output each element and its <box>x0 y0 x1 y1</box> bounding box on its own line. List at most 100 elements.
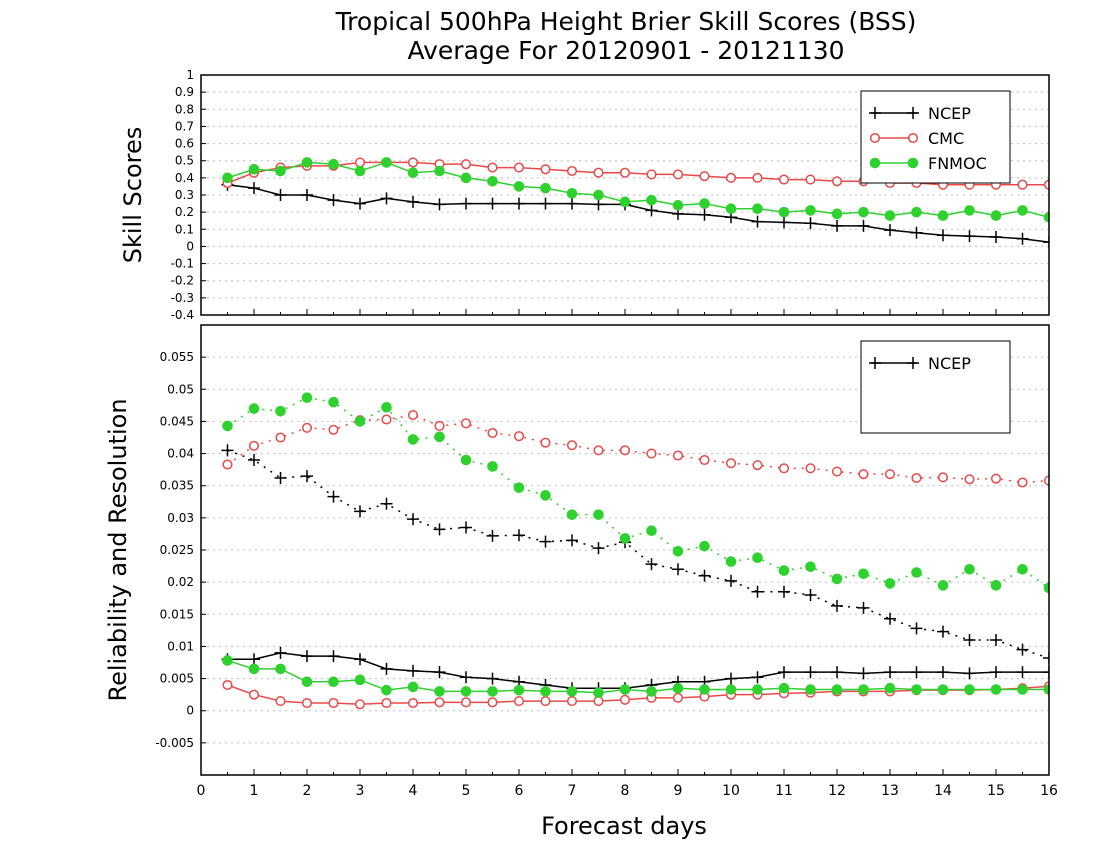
data-point-cmc <box>566 696 578 707</box>
data-point-cmc <box>540 437 551 448</box>
data-point-ncep <box>566 534 578 547</box>
data-point-fnmoc <box>593 189 604 201</box>
data-point-fnmoc <box>513 684 525 696</box>
x-tick-label: 11 <box>775 783 793 799</box>
data-point-cmc <box>275 696 286 707</box>
data-point-fnmoc <box>354 165 366 177</box>
data-point-cmc <box>593 167 604 178</box>
data-point-cmc <box>831 176 843 187</box>
data-point-fnmoc <box>858 206 869 218</box>
data-point-fnmoc <box>248 663 260 675</box>
x-tick-label: 2 <box>303 783 312 799</box>
data-point-ncep <box>831 219 843 232</box>
data-point-ncep <box>460 671 472 684</box>
data-point-fnmoc <box>884 578 896 589</box>
data-point-fnmoc <box>540 182 551 194</box>
data-point-fnmoc <box>487 461 498 472</box>
data-point-cmc <box>248 440 260 451</box>
data-point-cmc <box>513 162 525 173</box>
x-tick-label: 4 <box>409 783 418 799</box>
data-point-ncep <box>804 589 817 601</box>
data-point-fnmoc <box>540 490 551 501</box>
data-point-fnmoc <box>460 686 472 697</box>
data-point-ncep <box>407 195 419 208</box>
data-point-cmc <box>381 414 392 425</box>
data-point-fnmoc <box>699 540 710 552</box>
data-point-ncep <box>248 182 260 195</box>
data-point-ncep <box>513 529 525 542</box>
data-point-cmc <box>487 162 498 173</box>
data-point-ncep <box>963 667 976 680</box>
legend: NCEP CMC FNMOC <box>860 90 1011 184</box>
data-point-fnmoc <box>858 568 869 580</box>
data-point-ncep <box>751 585 764 598</box>
data-point-cmc <box>725 458 737 469</box>
x-tick-label: 9 <box>674 783 683 799</box>
x-tick-label: 10 <box>722 783 740 799</box>
data-point-fnmoc <box>672 682 684 694</box>
bottom-y-axis-title: Reliability and Resolution <box>104 398 132 701</box>
y-tick-label: 0.025 <box>160 543 194 557</box>
data-point-fnmoc <box>1017 205 1028 216</box>
data-point-cmc <box>513 696 525 707</box>
data-point-ncep <box>566 197 578 210</box>
data-point-ncep <box>937 625 949 638</box>
data-point-fnmoc <box>222 420 233 432</box>
y-tick-label: 0.8 <box>175 102 194 116</box>
data-point-ncep <box>407 664 419 677</box>
data-point-ncep <box>804 666 817 679</box>
data-point-ncep <box>327 650 340 663</box>
data-point-ncep <box>831 666 843 679</box>
chart-subtitle: Average For 20120901 - 20121130 <box>407 36 844 65</box>
data-point-fnmoc <box>301 392 313 403</box>
legend-label-fnmoc: FNMOC <box>928 154 987 173</box>
reliability-resolution-panel: -0.005 0 0.005 0.01 0.015 0.02 0.025 0.03 0.035 0… <box>155 324 1058 799</box>
data-point-cmc <box>328 424 339 435</box>
data-point-cmc <box>672 450 684 461</box>
data-point-cmc <box>222 679 233 691</box>
data-point-ncep <box>831 599 843 612</box>
data-point-cmc <box>1017 477 1028 488</box>
data-point-cmc <box>434 697 445 708</box>
data-point-ncep <box>725 574 737 587</box>
data-point-fnmoc <box>407 681 419 693</box>
data-point-ncep <box>301 650 313 663</box>
data-point-ncep <box>248 653 260 666</box>
y-tick-label: -0.3 <box>171 291 194 305</box>
x-tick-label: 1 <box>250 783 259 799</box>
legend-box <box>860 340 1011 434</box>
data-point-ncep <box>380 497 393 510</box>
data-point-cmc <box>407 157 419 168</box>
data-point-fnmoc <box>805 205 816 216</box>
data-point-ncep <box>354 505 366 518</box>
data-point-ncep <box>990 634 1002 646</box>
data-point-ncep <box>274 646 287 659</box>
data-point-fnmoc <box>911 684 922 695</box>
data-point-cmc <box>407 409 419 421</box>
data-point-cmc <box>858 469 869 480</box>
x-tick-label: 15 <box>987 783 1005 799</box>
data-point-fnmoc <box>487 686 498 697</box>
y-tick-label: -0.1 <box>171 257 194 271</box>
data-point-cmc <box>752 460 763 471</box>
data-point-cmc <box>301 422 313 433</box>
data-point-ncep <box>857 601 870 614</box>
y-tick-label: 0.03 <box>167 511 194 525</box>
x-tick-label: 7 <box>568 783 577 799</box>
data-point-ncep <box>937 666 949 679</box>
data-point-fnmoc <box>275 663 286 675</box>
x-tick-label: 13 <box>881 783 899 799</box>
legend-box <box>860 90 1011 184</box>
data-point-cmc <box>619 694 631 705</box>
top-y-axis-title: Skill Scores <box>119 127 147 264</box>
data-point-fnmoc <box>858 684 869 695</box>
data-point-ncep <box>725 672 737 685</box>
data-point-ncep <box>910 622 923 635</box>
legend-marker <box>907 157 919 169</box>
y-tick-label: 0.005 <box>160 672 194 686</box>
data-point-cmc <box>990 473 1002 484</box>
data-point-cmc <box>487 427 498 439</box>
data-point-cmc <box>275 432 286 443</box>
data-point-fnmoc <box>222 655 233 666</box>
data-point-ncep <box>433 523 446 536</box>
